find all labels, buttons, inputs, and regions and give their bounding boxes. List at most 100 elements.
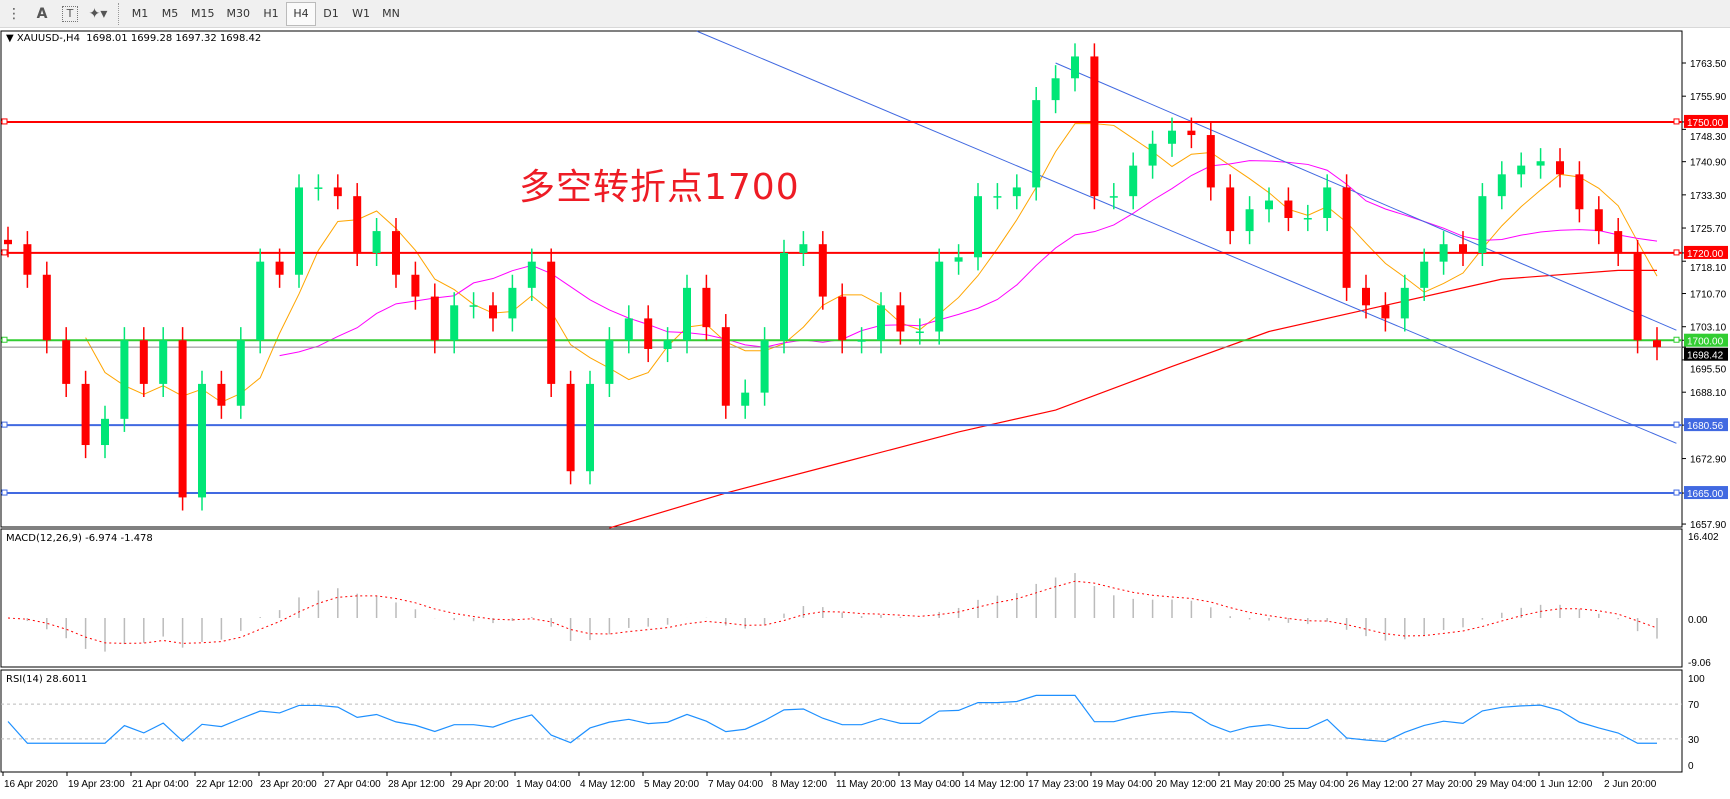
candle-body [1206, 135, 1215, 188]
candle-body [702, 287, 711, 328]
rsi-pane-border [0, 669, 1683, 773]
candle [935, 248, 944, 345]
timeframe-m5[interactable]: M5 [161, 7, 179, 20]
time-label: 27 Apr 04:00 [324, 779, 381, 790]
level-price-label: 1665.00 [1687, 489, 1724, 500]
level-handle [1, 118, 8, 125]
level-price-box [1684, 333, 1728, 347]
price-chart[interactable]: 1763.50 1755.90 1750.00 1748.30 1740.90 1733.… [0, 30, 1730, 796]
candle [1148, 130, 1157, 179]
time-label: 23 Apr 20:00 [260, 779, 317, 790]
price-tick-label: 1740.90 [1690, 158, 1727, 169]
level-handle [1, 336, 8, 343]
candle [62, 327, 71, 397]
candle-body [624, 318, 633, 341]
candle [1381, 292, 1390, 332]
symbol-label: XAUUSD-,H4 [16, 33, 80, 44]
candle-body [42, 274, 51, 341]
candle [683, 274, 691, 354]
timeframe-m30[interactable]: M30 [226, 7, 251, 20]
candle-body [1303, 217, 1312, 220]
time-label: 4 May 12:00 [580, 779, 635, 790]
time-label: 11 May 20:00 [836, 779, 896, 790]
candle-body [333, 187, 342, 197]
candle-body [896, 305, 905, 332]
candle [1342, 174, 1351, 301]
candle [993, 183, 1002, 210]
candle [896, 292, 905, 345]
candle-body [120, 340, 129, 419]
candle-body [1400, 287, 1409, 319]
timeframe-m1[interactable]: M1 [131, 7, 149, 20]
candle-body [527, 261, 536, 288]
candle [1633, 239, 1642, 354]
candle-body [1497, 174, 1506, 197]
candle-body [954, 257, 963, 262]
candle-body [62, 340, 71, 384]
candle-body [1012, 187, 1021, 197]
rsi-tick-label: 30 [1688, 735, 1700, 746]
candle [1478, 183, 1487, 267]
candle-body [450, 305, 459, 341]
chart-canvas[interactable]: 1763.50 1755.90 1750.00 1748.30 1740.90 1733.… [0, 30, 1730, 796]
candle [1594, 196, 1603, 245]
level-handle [1673, 489, 1680, 496]
level-handle [1673, 249, 1680, 256]
price-tick-label: 1763.50 [1690, 59, 1727, 70]
grid-f-icon[interactable]: ⋮ [7, 5, 21, 22]
candle [527, 248, 536, 301]
price-tick-label: 1710.70 [1690, 290, 1727, 301]
timeframe-h4[interactable]: H4 [286, 1, 316, 26]
candle [915, 318, 924, 345]
candle-body [1071, 56, 1079, 79]
candle [857, 327, 866, 354]
candle [101, 405, 109, 459]
candle-body [81, 383, 90, 446]
candle [450, 292, 459, 354]
candle-body [1536, 161, 1545, 166]
current-price-box [1684, 347, 1728, 361]
chart-legend: ▼ XAUUSD-,H4 1698.01 1699.28 1697.32 169… [6, 33, 261, 44]
candle-body [256, 261, 265, 341]
candle-body [780, 252, 788, 341]
level-price-box [1684, 245, 1728, 259]
candle [256, 248, 265, 354]
candle [430, 283, 439, 354]
candle [1323, 174, 1332, 232]
time-label: 5 May 20:00 [644, 779, 699, 790]
candle-body [508, 287, 517, 319]
candle-body [4, 239, 12, 245]
level-price-box [1684, 114, 1728, 128]
timeframe-m15[interactable]: M15 [191, 7, 215, 20]
candle [1459, 231, 1467, 267]
price-tick-label: 1695.50 [1690, 365, 1727, 376]
shapes-icon[interactable]: ✦▾ [88, 5, 108, 22]
candle-body [1478, 196, 1487, 253]
timeframe-mn[interactable]: MN [382, 7, 400, 20]
candle [760, 327, 769, 406]
level-handle [1, 421, 8, 428]
candle-body [586, 383, 594, 472]
toolbar-separator [118, 2, 119, 25]
candle [1517, 152, 1526, 188]
price-tick-label: 1688.10 [1690, 388, 1727, 399]
price-tick-label: 1755.90 [1690, 92, 1727, 103]
candle [1400, 274, 1409, 332]
candle-body [547, 261, 556, 384]
candle [1265, 187, 1273, 223]
candle-body [1614, 231, 1623, 253]
candle-body [1245, 209, 1254, 232]
candle [198, 370, 206, 511]
candle [1206, 121, 1215, 201]
legend-arrow-icon: ▼ [6, 33, 14, 44]
text-a-icon[interactable]: A [36, 5, 48, 22]
timeframe-d1[interactable]: D1 [323, 7, 339, 20]
candle-body [23, 244, 32, 275]
timeframe-w1[interactable]: W1 [352, 7, 370, 20]
candle [818, 231, 827, 310]
text-label-icon[interactable]: T [62, 5, 78, 22]
candle [799, 231, 808, 267]
timeframe-h1[interactable]: H1 [263, 7, 279, 20]
candle [741, 379, 750, 419]
candle-body [1148, 143, 1157, 166]
